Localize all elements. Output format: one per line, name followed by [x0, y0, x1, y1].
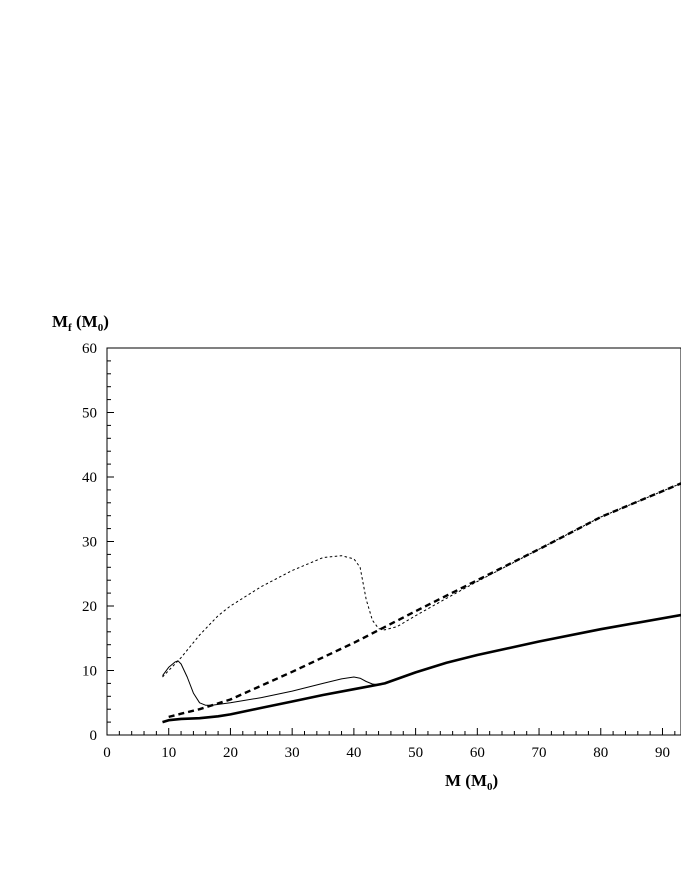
plot-area: [106, 347, 681, 736]
series-line-dashed: [168, 482, 681, 719]
x-axis: 0 10 20 30 40 50 60 70 80 90: [103, 728, 676, 761]
x-tick-label: 0: [103, 745, 111, 761]
series-line-thin-solid: [162, 660, 379, 706]
y-tick-label: 50: [82, 406, 97, 422]
y-tick-label: 20: [82, 599, 97, 615]
x-tick-label: 40: [346, 745, 361, 761]
y-tick-label: 40: [82, 470, 97, 486]
x-tick-label: 20: [223, 745, 238, 761]
x-axis-title: M (M0): [445, 771, 498, 793]
series-line-dotted: [162, 482, 681, 678]
y-axis-title: Mf (M0): [52, 312, 109, 334]
series-layer: [162, 482, 681, 724]
x-tick-label: 10: [161, 745, 176, 761]
x-tick-label: 80: [593, 745, 608, 761]
y-tick-label: 30: [82, 535, 97, 551]
x-tick-label: 50: [408, 745, 423, 761]
x-tick-label: 60: [470, 745, 485, 761]
y-tick-label: 10: [82, 664, 97, 680]
y-tick-label: 60: [82, 341, 97, 357]
x-tick-label: 90: [655, 745, 670, 761]
x-tick-label: 30: [285, 745, 300, 761]
plot-frame: [106, 347, 681, 736]
y-axis: 0 10 20 30 40 50 60: [82, 341, 114, 744]
series-line-thick-solid: [162, 613, 681, 724]
y-tick-label: 0: [90, 728, 98, 744]
x-tick-label: 70: [532, 745, 547, 761]
